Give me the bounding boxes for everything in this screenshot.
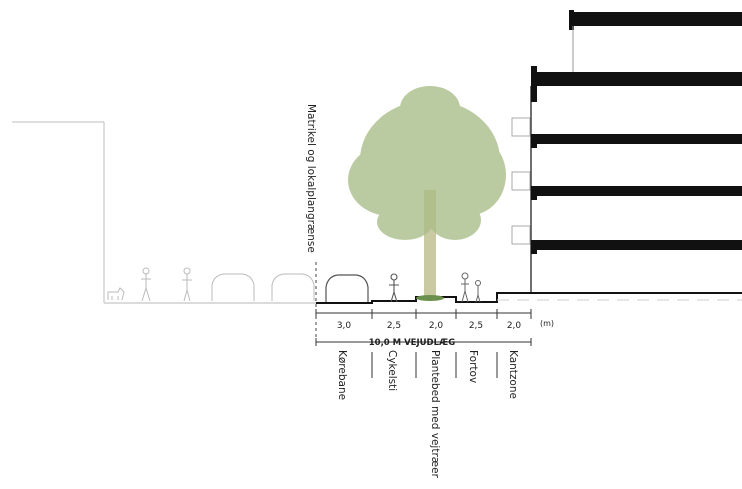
pedestrian-icon — [141, 267, 151, 302]
cyclist-icon — [182, 267, 192, 302]
segment-name-3: Plantebed med vejtræer — [429, 350, 441, 479]
car-icon — [211, 273, 315, 301]
segment-name-1: Kørebane — [336, 350, 348, 400]
cyclist-icon — [389, 273, 399, 303]
left-building-outline — [12, 121, 105, 303]
segment-width-5: 2,0 — [507, 321, 522, 331]
segment-name-5: Kantzone — [507, 350, 519, 399]
boundary-label: Matrikel og lokalplangrænse — [305, 104, 317, 253]
segment-width-2: 2,5 — [387, 321, 401, 331]
segment-name-2: Cykelsti — [386, 350, 398, 391]
building-icon — [511, 10, 742, 293]
segment-width-1: 3,0 — [337, 321, 352, 331]
total-width-label: 10,0 M VEJUDLÆG — [369, 338, 455, 348]
segment-width-3: 2,0 — [429, 321, 444, 331]
pedestrian-icon — [461, 272, 481, 303]
segment-name-4: Fortov — [467, 350, 479, 383]
unit-label: (m) — [540, 319, 554, 328]
car-icon — [325, 274, 369, 302]
segment-width-4: 2,5 — [469, 321, 483, 331]
dog-icon — [107, 287, 125, 301]
dimension-bar — [315, 309, 532, 378]
tree-icon — [348, 86, 506, 301]
